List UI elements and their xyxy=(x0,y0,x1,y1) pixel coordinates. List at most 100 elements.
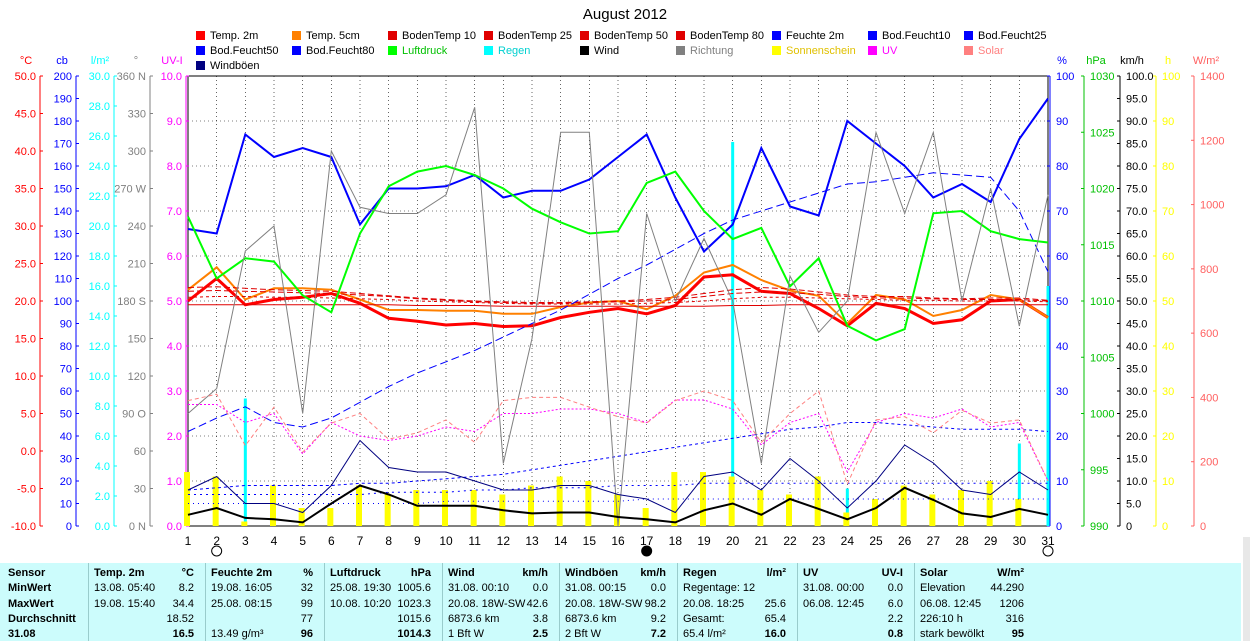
axis-tick-label: 990 xyxy=(1090,521,1108,533)
axis-tick-label: 100 xyxy=(54,296,72,308)
series-line-bodentemp-80 xyxy=(188,304,1048,307)
x-tick-label: 4 xyxy=(271,534,278,548)
series-line-bod-feucht25 xyxy=(187,422,1049,491)
cell-label: stark bewölkt xyxy=(920,628,985,640)
cell-value: 77 xyxy=(300,613,313,625)
axis-tick-label: 150 xyxy=(128,334,146,346)
legend-swatch xyxy=(868,46,877,55)
axis-tick-label: 10.0 xyxy=(89,371,110,383)
axis-tick-label: 1400 xyxy=(1200,71,1224,83)
column-unit: UV-I xyxy=(881,567,903,579)
legend-swatch xyxy=(676,46,685,55)
legend-item: UV xyxy=(868,44,897,59)
column-header: Regen xyxy=(683,567,717,579)
axis-unit-temp: °C xyxy=(20,55,32,67)
axis-unit-solar: W/m² xyxy=(1193,55,1220,67)
cell-value: 0.0 xyxy=(532,582,548,594)
legend-label: BodenTemp 10 xyxy=(402,30,476,42)
legend-swatch xyxy=(196,46,205,55)
legend-label: Solar xyxy=(978,45,1004,57)
bar-sonnenschein xyxy=(470,490,477,526)
axis-tick-label: 2.0 xyxy=(95,491,110,503)
axis-tick-label: 140 xyxy=(54,206,72,218)
legend-swatch xyxy=(196,61,205,70)
statistics-table: Sensor MinWert MaxWert Durchschnitt 31.08 Tem… xyxy=(0,563,1241,641)
column-header: Solar xyxy=(920,567,948,579)
axis-tick-label: 80 xyxy=(60,341,72,353)
legend-item: Bod.Feucht10 xyxy=(868,29,951,44)
axis-tick-label: 40.0 xyxy=(15,146,36,158)
axis-tick-label: 15.0 xyxy=(15,334,36,346)
cell-value: 34.4 xyxy=(172,598,194,610)
cell-label: 25.08. 08:15 xyxy=(211,598,273,610)
axis-tick-label: 25.0 xyxy=(1126,409,1147,421)
axis-tick-label: 4.0 xyxy=(95,461,110,473)
axis-tick-label: 85.0 xyxy=(1126,139,1147,151)
axis-tick-label: 0.0 xyxy=(21,446,36,458)
cell-label: 20.08. 18W-SW xyxy=(448,598,526,610)
axis-unit-cb: cb xyxy=(56,55,68,67)
axis-tick-label: 40 xyxy=(1056,341,1068,353)
axis-tick-label: 1020 xyxy=(1090,184,1114,196)
cell-value: 1005.6 xyxy=(397,582,431,594)
column-unit: W/m² xyxy=(997,567,1024,579)
x-tick-label: 20 xyxy=(726,534,740,548)
axis-tick-label: 16.0 xyxy=(89,281,110,293)
table-column-divider xyxy=(442,563,443,641)
axis-unit-dir: ° xyxy=(134,55,138,67)
x-tick-label: 21 xyxy=(755,534,769,548)
row-label: 31.08 xyxy=(8,628,36,640)
axis-tick-label: 1000 xyxy=(1200,200,1224,212)
bar-sonnenschein xyxy=(384,494,391,526)
x-tick-label: 10 xyxy=(439,534,453,548)
axis-tick-label: 1025 xyxy=(1090,127,1114,139)
cell-value: 95 xyxy=(1011,628,1024,640)
axis-tick-label: 1000 xyxy=(1090,409,1114,421)
legend-item: Temp. 5cm xyxy=(292,29,360,44)
legend-label: Sonnenschein xyxy=(786,45,856,57)
cell-label: 13.49 g/m³ xyxy=(211,628,264,640)
axis-tick-label: 50.0 xyxy=(1126,296,1147,308)
bar-regen xyxy=(845,488,849,526)
x-tick-label: 6 xyxy=(328,534,335,548)
x-tick-label: 12 xyxy=(497,534,511,548)
bar-sonnenschein xyxy=(556,476,563,526)
legend-swatch xyxy=(388,46,397,55)
axis-unit-hum: % xyxy=(1057,55,1067,67)
legend-item: Feuchte 2m xyxy=(772,29,844,44)
legend-item: Luftdruck xyxy=(388,44,447,59)
legend-label: Temp. 2m xyxy=(210,30,259,42)
column-unit: % xyxy=(303,567,313,579)
bar-sonnenschein xyxy=(356,485,362,526)
axis-tick-label: 60 xyxy=(60,386,72,398)
x-tick-label: 19 xyxy=(697,534,711,548)
cell-label: 20.08. 18:25 xyxy=(683,598,745,610)
cell-label: Gesamt: xyxy=(683,613,725,625)
bar-regen xyxy=(731,142,735,526)
axis-tick-label: 7.0 xyxy=(167,206,182,218)
bar-sonnenschein xyxy=(298,508,305,526)
x-tick-label: 7 xyxy=(357,534,364,548)
cell-value: 316 xyxy=(1005,613,1024,625)
cell-value: 1023.3 xyxy=(397,598,431,610)
axis-tick-label: 4.0 xyxy=(167,341,182,353)
axis-tick-label: 210 xyxy=(128,259,146,271)
column-unit: l/m² xyxy=(766,567,786,579)
column-header: Windböen xyxy=(565,567,619,579)
axis-tick-label: 10 xyxy=(1056,476,1068,488)
axis-tick-label: 120 xyxy=(54,251,72,263)
legend-label: Windböen xyxy=(210,60,260,72)
vertical-scrollbar[interactable] xyxy=(1243,537,1250,641)
bar-sonnenschein xyxy=(270,485,276,526)
cell-value: 3.8 xyxy=(532,613,548,625)
axis-tick-label: 3.0 xyxy=(167,386,182,398)
series-line-feuchte-2m xyxy=(187,97,1049,254)
axis-tick-label: 80 xyxy=(1056,161,1068,173)
legend-label: Bod.Feucht25 xyxy=(978,30,1047,42)
cell-value: 1014.3 xyxy=(397,628,431,640)
legend-swatch xyxy=(196,31,205,40)
axis-tick-label: 50 xyxy=(1162,296,1174,308)
row-label: Sensor xyxy=(8,567,46,579)
axis-tick-label: 100.0 xyxy=(1126,71,1154,83)
axis-tick-label: 35.0 xyxy=(15,184,36,196)
